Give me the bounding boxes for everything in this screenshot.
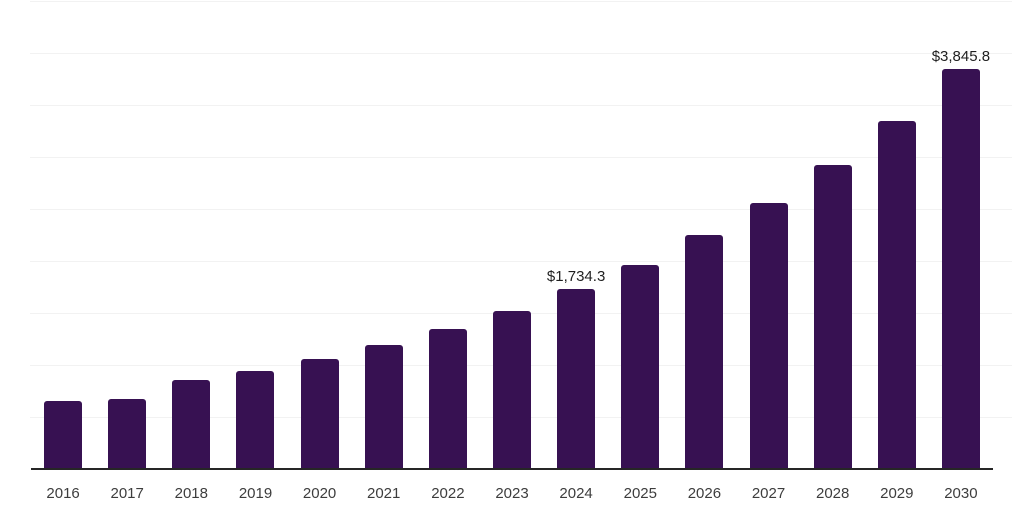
bar-2027: [750, 203, 788, 469]
x-tick-2020: 2020: [302, 485, 337, 502]
bar-2025: [621, 264, 659, 468]
x-tick-2017: 2017: [110, 485, 144, 502]
x-tick-2019: 2019: [238, 485, 273, 502]
gridline-3500: [30, 105, 1012, 106]
bar-2019: [236, 370, 274, 468]
x-tick-2018: 2018: [174, 485, 208, 502]
bar-2016: [44, 400, 82, 468]
bar-2024: [557, 288, 595, 468]
bar-2018: [172, 379, 210, 469]
data-label-2024: $1,734.3: [546, 267, 606, 285]
bar-2022: [429, 329, 467, 468]
x-axis-line: [31, 468, 993, 470]
gridline-4000: [30, 53, 1012, 54]
gridline-4500: [30, 1, 1012, 2]
x-tick-2027: 2027: [751, 485, 786, 502]
x-tick-2029: 2029: [880, 485, 914, 502]
data-label-2030: $3,845.8: [931, 48, 991, 65]
x-tick-2016: 2016: [46, 485, 80, 502]
x-tick-2026: 2026: [687, 485, 722, 502]
bar-2026: [685, 234, 723, 469]
x-tick-2030: 2030: [944, 485, 978, 502]
bar-2023: [493, 311, 531, 468]
x-tick-2024: 2024: [559, 485, 593, 502]
bar-2021: [365, 344, 403, 468]
x-tick-2025: 2025: [623, 485, 657, 502]
bar-2020: [301, 359, 339, 469]
bar-2017: [108, 398, 146, 468]
gridline-2000: [30, 261, 1012, 262]
x-tick-2023: 2023: [495, 485, 529, 502]
x-tick-2028: 2028: [816, 485, 850, 502]
x-tick-2021: 2021: [367, 485, 401, 502]
bar-2030: [942, 69, 980, 468]
bar-2028: [814, 165, 852, 468]
x-tick-2022: 2022: [431, 485, 465, 502]
gridline-3000: [30, 157, 1012, 158]
gridline-2500: [30, 209, 1012, 210]
bar-2029: [878, 120, 916, 468]
